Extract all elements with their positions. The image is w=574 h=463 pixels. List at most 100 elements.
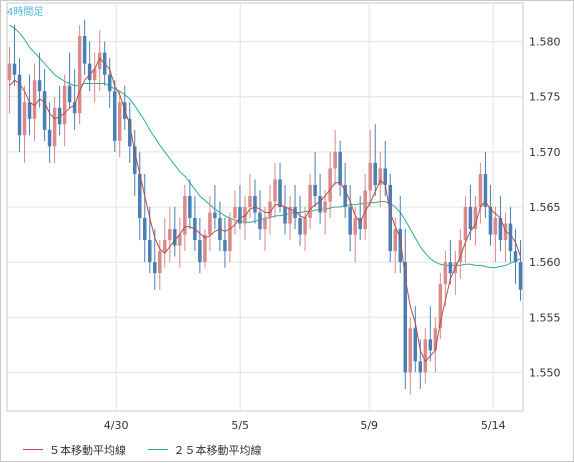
candle-body	[67, 85, 72, 103]
candle-body	[493, 218, 498, 235]
candle-body	[423, 339, 428, 373]
candle-body	[153, 262, 157, 274]
candle-body	[458, 240, 463, 263]
candle-body	[198, 240, 202, 263]
candle-body	[518, 262, 523, 290]
y-tick-label: 1.555	[529, 311, 561, 324]
candle-body	[278, 179, 282, 207]
candle-body	[313, 184, 317, 196]
candle-body	[82, 36, 87, 64]
candle-body	[513, 251, 518, 263]
candle-body	[468, 207, 473, 230]
y-tick-label: 1.560	[529, 256, 561, 269]
candle-body	[348, 207, 352, 235]
candle-body	[173, 229, 177, 246]
candle-body	[228, 218, 232, 252]
candle-body	[358, 218, 362, 230]
candle-body	[238, 207, 242, 224]
candle-body	[263, 218, 267, 230]
y-tick-label: 1.580	[529, 36, 561, 49]
ma5-line	[9, 57, 521, 363]
candle-body	[473, 207, 478, 230]
candle-body	[188, 195, 192, 219]
legend: ５本移動平均線 ２５本移動平均線	[23, 440, 280, 458]
candle-body	[398, 229, 403, 263]
candle-body	[27, 102, 32, 119]
candle-body	[233, 207, 237, 219]
candle-body	[12, 63, 17, 75]
candle-body	[7, 63, 12, 81]
candle-body	[438, 284, 443, 329]
y-tick-label: 1.575	[529, 91, 561, 104]
candle-body	[338, 151, 342, 185]
candle-body	[112, 91, 117, 141]
candle-body	[97, 52, 102, 70]
legend-ma5: ５本移動平均線	[23, 442, 126, 458]
x-tick-label: 4/30	[104, 419, 129, 432]
candle-body	[328, 168, 332, 202]
legend-ma5-swatch	[23, 449, 43, 450]
candle-body	[223, 240, 227, 252]
legend-ma5-label: ５本移動平均線	[49, 443, 126, 457]
candle-body	[433, 328, 438, 351]
candle-body	[353, 218, 357, 235]
x-axis-ticks: 4/30 5/5 5/9 5/14	[104, 419, 506, 432]
candle-body	[52, 107, 57, 147]
candle-body	[183, 195, 187, 235]
candle-body	[143, 218, 147, 241]
y-tick-label: 1.565	[529, 201, 561, 214]
candle-body	[388, 184, 392, 252]
candle-body	[72, 102, 77, 114]
candle-body	[478, 173, 483, 207]
candle-body	[87, 63, 92, 81]
candle-body	[178, 234, 182, 246]
ma5-layer	[9, 57, 521, 363]
candle-body	[158, 251, 162, 274]
y-axis-ticks: 1.550 1.555 1.560 1.565 1.570 1.575 1.580	[529, 36, 561, 380]
candle-body	[163, 240, 167, 252]
candle-body	[62, 85, 67, 125]
candle-body	[323, 201, 327, 213]
candle-body	[463, 207, 468, 241]
candle-body	[37, 80, 42, 92]
candle-body	[298, 218, 302, 235]
x-tick-label: 5/9	[360, 419, 378, 432]
candle-body	[203, 234, 207, 263]
candle-body	[213, 212, 217, 219]
candle-body	[408, 328, 413, 373]
candle-body	[378, 168, 382, 185]
x-tick-label: 5/5	[231, 419, 249, 432]
candle-body	[403, 262, 408, 373]
candle-body	[17, 74, 22, 136]
candle-body	[418, 361, 423, 373]
candle-body	[318, 195, 322, 213]
candle-body	[132, 146, 137, 174]
candle-body	[508, 223, 513, 252]
y-tick-label: 1.570	[529, 146, 561, 159]
candle-body	[293, 207, 297, 219]
candle-body	[92, 69, 97, 81]
candle-body	[248, 195, 252, 207]
candle-body	[253, 195, 257, 213]
candle-body	[498, 218, 503, 241]
candle-body	[343, 184, 347, 207]
candle-body	[77, 36, 82, 114]
candle-body	[148, 240, 152, 263]
candle-body	[42, 91, 47, 130]
candle-body	[283, 207, 287, 224]
candle-body	[138, 173, 142, 219]
candle-body	[258, 212, 262, 230]
candle-body	[383, 168, 387, 185]
legend-ma25-swatch	[147, 449, 168, 450]
timeframe-label: 4時間足	[7, 6, 43, 18]
candle-body	[333, 151, 337, 169]
candle-body	[208, 212, 212, 235]
candle-body	[107, 74, 112, 92]
candle-body	[363, 190, 367, 230]
candle-body	[268, 201, 272, 219]
candle-body	[47, 129, 52, 147]
candle-body	[303, 218, 307, 235]
candle-body	[22, 102, 27, 136]
candle-body	[443, 262, 448, 285]
candle-body	[488, 207, 493, 235]
